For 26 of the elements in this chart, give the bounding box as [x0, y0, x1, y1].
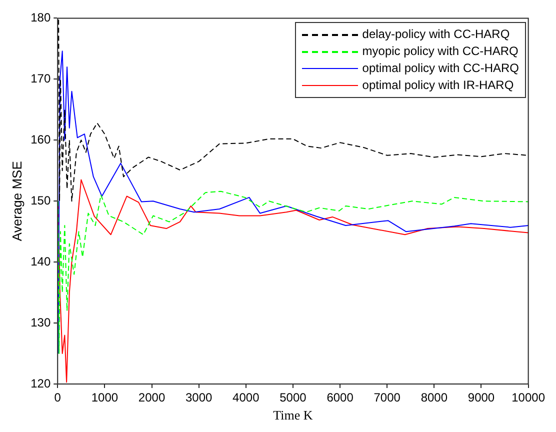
x-tick-label: 9000	[468, 390, 495, 405]
x-tick-label: 0	[54, 390, 62, 405]
line-series	[58, 190, 528, 354]
x-tick-label: 7000	[374, 390, 401, 405]
y-tick-label: 130	[30, 315, 51, 330]
y-tick-label: 150	[30, 193, 51, 208]
legend-label: optimal policy with IR-HARQ	[362, 77, 514, 94]
y-axis-title: Average MSE	[9, 160, 24, 242]
y-tick-label: 120	[30, 376, 51, 390]
legend-label: myopic policy with CC-HARQ	[362, 43, 518, 60]
x-tick-label: 8000	[420, 390, 448, 405]
x-tick-label: 6000	[326, 390, 354, 405]
x-tick-label: 4000	[232, 390, 260, 405]
x-tick-label: 1000	[91, 390, 118, 405]
legend-label: optimal policy with CC-HARQ	[362, 60, 519, 77]
y-tick-label: 180	[30, 10, 51, 25]
x-tick-label: 2000	[138, 390, 166, 405]
y-tick-label: 160	[30, 132, 51, 146]
x-tick-label: 3000	[185, 390, 212, 405]
y-tick-label: 140	[30, 254, 51, 268]
line-series	[58, 18, 528, 202]
y-tick-label: 170	[30, 71, 51, 86]
x-tick-label: 10000	[512, 390, 546, 405]
legend-label: delay-policy with CC-HARQ	[362, 26, 510, 43]
x-tick-label: 5000	[280, 390, 307, 405]
x-axis-title: Time K	[273, 408, 314, 423]
